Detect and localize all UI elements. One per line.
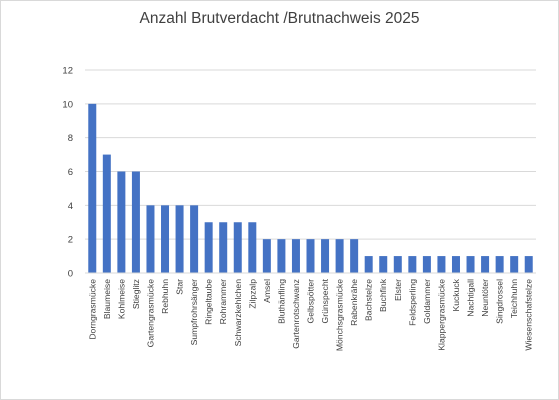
x-tick-label: Bachstelze (364, 279, 374, 321)
x-tick-label: Gartengrasmücke (145, 279, 155, 348)
y-tick-label: 8 (68, 133, 73, 144)
x-tick-label: Neuntöter (480, 279, 490, 317)
y-tick-label: 6 (68, 167, 73, 178)
bar-11 (248, 222, 257, 273)
x-tick-label: Dorngrasmücke (87, 279, 97, 340)
bar-10 (233, 222, 242, 273)
x-tick-label: Teichhuhn (509, 279, 519, 318)
x-tick-label: Wiesenschafstelze (524, 279, 534, 351)
x-tick-label: Zilpzalp (247, 279, 257, 309)
x-tick-label: Buchfink (378, 278, 388, 312)
y-tick-label: 12 (62, 66, 73, 77)
bar-21 (393, 256, 402, 273)
x-tick-label: Rabenkrähe (349, 279, 359, 326)
x-tick-label: Amsel (262, 279, 272, 303)
bar-8 (204, 222, 213, 273)
bar-28 (495, 256, 504, 273)
chart-title: Anzahl Brutverdacht /Brutnachweis 2025 (139, 10, 420, 27)
x-tick-label: Klappergrasmücke (436, 279, 446, 351)
x-tick-label: Rebhuhn (160, 279, 170, 314)
x-tick-label: Elster (393, 279, 403, 301)
y-tick-label: 4 (68, 201, 73, 212)
x-tick-label: Grünspecht (320, 278, 330, 323)
bar-22 (408, 256, 417, 273)
x-tick-label: Schwarzkehlchen (233, 279, 243, 347)
x-tick-label: Mönchsgrasmücke (335, 279, 345, 351)
x-tick-label: Star (175, 279, 185, 295)
bar-1 (102, 154, 111, 273)
x-tick-label: Kohlmeise (116, 279, 126, 319)
bar-9 (219, 222, 228, 273)
bar-16 (321, 239, 330, 273)
bar-14 (291, 239, 300, 273)
bar-2 (117, 171, 126, 273)
bar-27 (481, 256, 490, 273)
x-tick-label: Bluthänfling (276, 279, 286, 324)
x-tick-label: Nachtigall (466, 279, 476, 317)
bar-6 (175, 205, 184, 273)
x-tick-label: Blaumeise (102, 279, 112, 319)
bar-18 (350, 239, 359, 273)
x-tick-label: Ringeltaube (204, 279, 214, 325)
bar-25 (451, 256, 460, 273)
x-tick-label: Feldsperling (407, 279, 417, 326)
x-tick-label: Singdrossel (495, 279, 505, 324)
y-tick-label: 10 (62, 99, 73, 110)
bar-23 (422, 256, 431, 273)
bar-26 (466, 256, 475, 273)
bar-0 (88, 103, 97, 273)
x-tick-label: Sumpfrohrsänger (189, 279, 199, 346)
bar-5 (161, 205, 170, 273)
x-tick-label: Stieglitz (131, 279, 141, 309)
bar-15 (306, 239, 315, 273)
bar-12 (262, 239, 271, 273)
bar-30 (524, 256, 533, 273)
bar-3 (131, 171, 140, 273)
bar-29 (510, 256, 519, 273)
bar-7 (190, 205, 199, 273)
bar-17 (335, 239, 344, 273)
y-tick-label: 2 (68, 235, 73, 246)
bar-19 (364, 256, 373, 273)
bar-13 (277, 239, 286, 273)
x-tick-label: Gartenrotschwanz (291, 279, 301, 349)
x-tick-label: Kuckuck (451, 278, 461, 311)
bar-24 (437, 256, 446, 273)
bar-20 (379, 256, 388, 273)
x-tick-label: Gelbspötter (306, 279, 316, 324)
y-tick-label: 0 (68, 269, 73, 280)
bar-4 (146, 205, 155, 273)
x-tick-label: Rohrammer (218, 279, 228, 325)
x-tick-label: Goldammer (422, 279, 432, 324)
